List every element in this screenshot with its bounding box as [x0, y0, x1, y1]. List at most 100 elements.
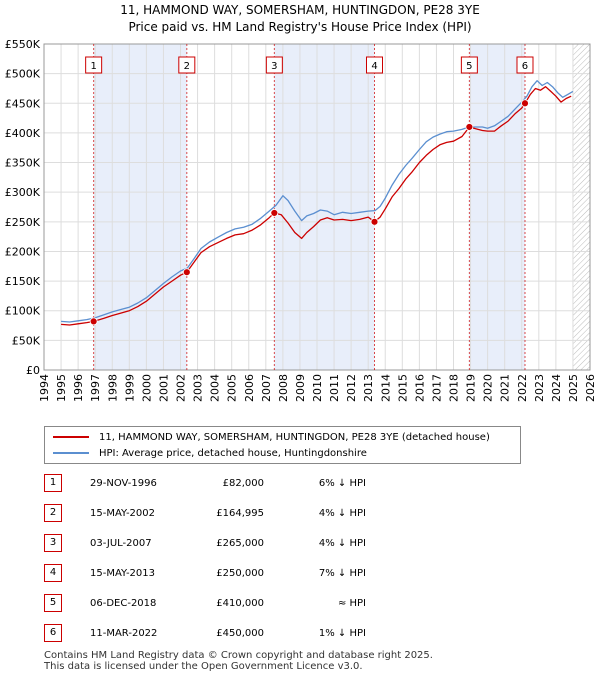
- sale-date: 06-DEC-2018: [90, 598, 157, 609]
- forecast-hatch: [572, 44, 590, 370]
- y-tick-label: £500K: [5, 68, 41, 81]
- x-tick-label: 2018: [448, 374, 461, 402]
- x-tick-label: 2013: [362, 374, 375, 402]
- sale-band-1-2: [93, 44, 187, 370]
- x-tick-label: 2006: [243, 374, 256, 402]
- x-tick-label: 1998: [106, 374, 119, 402]
- sale-point-5: [465, 123, 474, 131]
- x-tick-label: 2002: [175, 374, 188, 402]
- sale-row-3: 3 03-JUL-2007 £265,000 4% ↓ HPI: [44, 534, 374, 554]
- sale-number: 2: [44, 504, 62, 522]
- x-tick-label: 2024: [550, 374, 563, 402]
- x-tick-label: 2015: [396, 374, 409, 402]
- sale-date: 29-NOV-1996: [90, 478, 157, 489]
- x-tick-label: 2009: [294, 374, 307, 402]
- footer-licence: This data is licensed under the Open Gov…: [44, 661, 363, 672]
- x-tick-label: 1994: [38, 374, 51, 402]
- sale-marker-number-3: 3: [271, 61, 277, 72]
- plot-frame: [43, 43, 591, 371]
- x-tick-label: 2007: [260, 374, 273, 402]
- sale-date: 15-MAY-2013: [90, 568, 156, 579]
- x-tick-label: 1999: [123, 374, 136, 402]
- y-tick-label: £350K: [5, 157, 41, 170]
- sale-marker-number-6: 6: [522, 61, 528, 72]
- sale-marker-box-1: [85, 56, 103, 74]
- y-tick-label: £550K: [5, 38, 41, 51]
- x-tick-label: 2010: [311, 374, 324, 402]
- sale-hpi-relation: 1% ↓ HPI: [318, 628, 366, 639]
- title-line-2: Price paid vs. HM Land Registry's House …: [128, 20, 472, 34]
- sale-row-6: 6 11-MAR-2022 £450,000 1% ↓ HPI: [44, 624, 374, 644]
- x-tick-label: 2005: [226, 374, 239, 402]
- chart-legend: 11, HAMMOND WAY, SOMERSHAM, HUNTINGDON, …: [44, 426, 521, 464]
- sale-number: 6: [44, 624, 62, 642]
- x-tick-label: 2016: [413, 374, 426, 402]
- title-line-1: 11, HAMMOND WAY, SOMERSHAM, HUNTINGDON, …: [120, 3, 480, 17]
- sale-price: £250,000: [216, 568, 264, 579]
- y-tick-label: £0: [26, 364, 40, 377]
- x-tick-label: 2000: [140, 374, 153, 402]
- footer-copyright: Contains HM Land Registry data © Crown c…: [44, 650, 433, 661]
- sale-number: 5: [44, 594, 62, 612]
- sale-row-2: 2 15-MAY-2002 £164,995 4% ↓ HPI: [44, 504, 374, 524]
- sale-date: 03-JUL-2007: [90, 538, 152, 549]
- x-tick-label: 2021: [499, 374, 512, 402]
- sale-point-2: [182, 268, 191, 277]
- sale-band-5-6: [469, 44, 525, 370]
- sale-marker-number-4: 4: [371, 61, 377, 72]
- sale-row-5: 5 06-DEC-2018 £410,000 ≈ HPI: [44, 594, 374, 614]
- sale-price: £450,000: [216, 628, 264, 639]
- x-tick-label: 2001: [157, 374, 170, 402]
- y-tick-label: £100K: [5, 305, 41, 318]
- x-tick-label: 2022: [516, 374, 529, 402]
- x-tick-label: 2004: [209, 374, 222, 402]
- footer: Contains HM Land Registry data © Crown c…: [44, 650, 433, 672]
- x-tick-label: 2026: [584, 374, 597, 402]
- sale-marker-box-5: [460, 56, 478, 74]
- sale-point-3: [270, 209, 279, 217]
- sale-marker-number-2: 2: [184, 61, 190, 72]
- y-tick-label: £300K: [5, 186, 41, 199]
- sale-number: 4: [44, 564, 62, 582]
- chart-title: 11, HAMMOND WAY, SOMERSHAM, HUNTINGDON, …: [0, 2, 600, 36]
- x-tick-label: 2025: [567, 374, 580, 402]
- sale-price: £164,995: [216, 508, 264, 519]
- sale-point-6: [521, 99, 529, 108]
- sale-number: 1: [44, 474, 62, 492]
- sale-hpi-relation: 7% ↓ HPI: [318, 568, 366, 579]
- series-line-property: [61, 86, 572, 326]
- x-tick-label: 2003: [192, 374, 205, 402]
- sale-marker-number-5: 5: [466, 61, 472, 72]
- y-tick-label: £450K: [5, 97, 41, 110]
- sale-date: 15-MAY-2002: [90, 508, 156, 519]
- sale-hpi-relation: 4% ↓ HPI: [318, 508, 366, 519]
- sale-hpi-relation: ≈ HPI: [337, 598, 366, 609]
- x-tick-label: 1995: [55, 374, 68, 402]
- sale-marker-box-4: [366, 56, 384, 74]
- sale-price: £410,000: [216, 598, 264, 609]
- sale-point-4: [370, 217, 379, 226]
- sale-hpi-relation: 6% ↓ HPI: [318, 478, 366, 489]
- sale-point-1: [89, 317, 98, 326]
- legend-item-property: 11, HAMMOND WAY, SOMERSHAM, HUNTINGDON, …: [53, 429, 490, 445]
- x-tick-label: 2011: [328, 374, 341, 402]
- sale-price: £265,000: [216, 538, 264, 549]
- price-chart: £0 £50K £100K £150K £200K £250K £300K £350K £400…: [5, 38, 597, 402]
- y-tick-label: £150K: [5, 275, 41, 288]
- series-line-hpi: [61, 80, 574, 323]
- legend-swatch-property: [53, 436, 89, 438]
- sale-row-1: 1 29-NOV-1996 £82,000 6% ↓ HPI: [44, 474, 374, 494]
- sale-marker-box-3: [265, 56, 283, 74]
- sale-price: £82,000: [222, 478, 264, 489]
- x-tick-label: 2019: [465, 374, 478, 402]
- legend-swatch-hpi: [53, 452, 89, 454]
- x-tick-label: 2008: [277, 374, 290, 402]
- sale-date: 11-MAR-2022: [90, 628, 158, 639]
- x-tick-label: 2017: [430, 374, 443, 402]
- x-tick-label: 1996: [72, 374, 85, 402]
- sale-marker-box-6: [516, 56, 534, 74]
- sale-row-4: 4 15-MAY-2013 £250,000 7% ↓ HPI: [44, 564, 374, 584]
- x-tick-label: 2012: [345, 374, 358, 402]
- y-tick-label: £50K: [12, 334, 41, 347]
- x-tick-label: 2020: [482, 374, 495, 402]
